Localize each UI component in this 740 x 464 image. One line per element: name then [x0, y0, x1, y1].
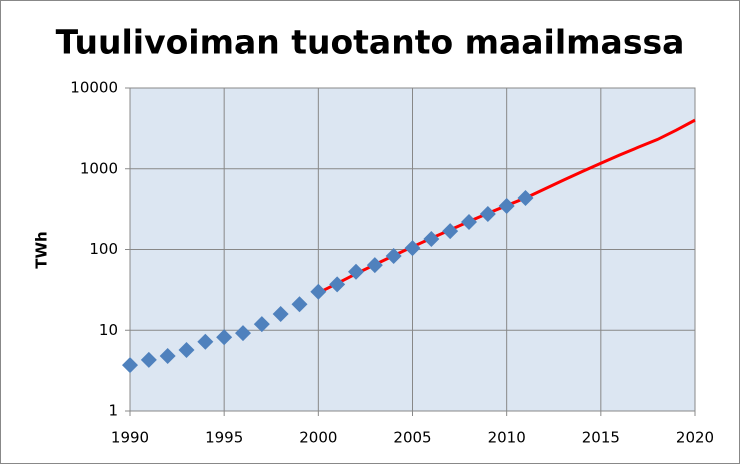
x-tick-label: 1990	[111, 429, 149, 447]
data-point	[235, 325, 251, 342]
data-point	[197, 333, 214, 350]
x-tick-label: 2000	[299, 429, 337, 447]
data-point	[291, 296, 308, 313]
y-tick-label: 10000	[70, 79, 118, 97]
data-point	[461, 214, 477, 231]
data-point	[348, 263, 364, 280]
data-point	[140, 351, 157, 368]
data-point	[442, 223, 459, 240]
data-point	[517, 189, 534, 206]
x-tick-label: 2005	[393, 429, 431, 447]
data-point	[216, 329, 233, 346]
x-tick-label: 2010	[488, 429, 526, 447]
data-point	[385, 248, 402, 265]
x-tick-label: 2015	[582, 429, 620, 447]
data-point	[253, 316, 270, 333]
data-point	[366, 257, 383, 274]
x-tick-label: 2020	[676, 429, 714, 447]
y-tick-label: 1	[108, 402, 118, 420]
data-point	[404, 240, 421, 257]
y-axis-label: TWh	[33, 231, 51, 268]
data-point	[423, 230, 440, 247]
chart-title: Tuulivoiman tuotanto maailmassa	[56, 23, 685, 62]
y-tick-label: 1000	[80, 159, 118, 177]
y-tick-label: 10	[99, 321, 118, 339]
data-point	[498, 197, 515, 214]
data-point	[159, 347, 176, 364]
data-point	[272, 305, 289, 322]
x-tick-label: 1995	[205, 429, 243, 447]
data-point	[310, 283, 327, 300]
data-point	[122, 357, 138, 374]
y-tick-label: 100	[89, 240, 118, 258]
data-point	[178, 341, 195, 358]
data-point	[479, 206, 496, 223]
data-point	[329, 276, 346, 293]
